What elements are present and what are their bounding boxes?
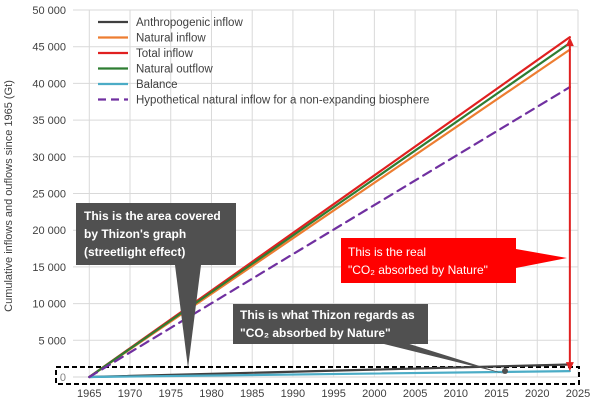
y-tick-label: 20 000 (32, 225, 66, 237)
x-tick-label: 1990 (281, 388, 305, 400)
series-line-6 (88, 85, 571, 379)
thizon-callout-pointer (384, 336, 505, 374)
y-tick-label: 15 000 (32, 262, 66, 274)
arrowhead-top (565, 37, 574, 47)
y-tick-label: 5 000 (38, 335, 66, 347)
y-tick-label: 0 (60, 372, 66, 384)
y-axis-label: Cumulative inflows and ouflows since 196… (3, 80, 15, 312)
y-tick-label: 30 000 (32, 152, 66, 164)
x-tick-label: 1975 (158, 388, 182, 400)
streetlight-callout-pointer (175, 265, 201, 368)
real-callout-text: "CO₂ absorbed by Nature" (348, 263, 488, 277)
legend-label-3: Total inflow (136, 48, 194, 60)
x-tick-label: 2010 (444, 388, 468, 400)
x-tick-label: 1980 (199, 388, 223, 400)
x-tick-label: 1970 (118, 388, 142, 400)
x-tick-label: 1995 (321, 388, 345, 400)
x-tick-label: 2005 (403, 388, 427, 400)
y-tick-label: 40 000 (32, 78, 66, 90)
legend-label-2: Natural inflow (136, 33, 206, 45)
real-callout-text: This is the real (348, 245, 426, 259)
streetlight-callout-text: by Thizon's graph (84, 227, 186, 241)
y-tick-label: 50 000 (32, 5, 66, 17)
y-tick-label: 10 000 (32, 299, 66, 311)
series-line-5 (88, 370, 571, 379)
real-callout-box (341, 238, 516, 283)
thizon-callout-text: "CO₂ absorbed by Nature" (240, 326, 391, 340)
thizon-callout-target (502, 368, 508, 374)
x-tick-label: 1965 (77, 388, 101, 400)
streetlight-callout-text: (streetlight effect) (84, 245, 185, 259)
thizon-callout-box (233, 304, 428, 344)
streetlight-callout-text: This is the area covered (84, 209, 221, 223)
arrowhead-bottom (565, 362, 574, 372)
x-tick-label: 2015 (484, 388, 508, 400)
y-tick-label: 35 000 (32, 115, 66, 127)
y-tick-label: 25 000 (32, 189, 66, 201)
x-tick-label: 2020 (525, 388, 549, 400)
x-tick-label: 2000 (362, 388, 386, 400)
series-line-4 (88, 41, 571, 379)
legend-label-5: Balance (136, 79, 178, 91)
x-tick-label: 2025 (566, 388, 590, 400)
legend-label-4: Natural outflow (136, 64, 213, 76)
y-tick-label: 45 000 (32, 42, 66, 54)
series-line-1 (88, 363, 571, 379)
legend-label-1: Anthropogenic inflow (136, 17, 243, 29)
real-callout-pointer (516, 249, 567, 268)
x-tick-label: 1985 (240, 388, 264, 400)
legend-label-6: Hypothetical natural inflow for a non-ex… (136, 95, 429, 107)
thizon-callout-text: This is what Thizon regards as (240, 308, 415, 322)
streetlight-callout-box (76, 203, 236, 265)
thizon-zoom-box (55, 366, 580, 385)
